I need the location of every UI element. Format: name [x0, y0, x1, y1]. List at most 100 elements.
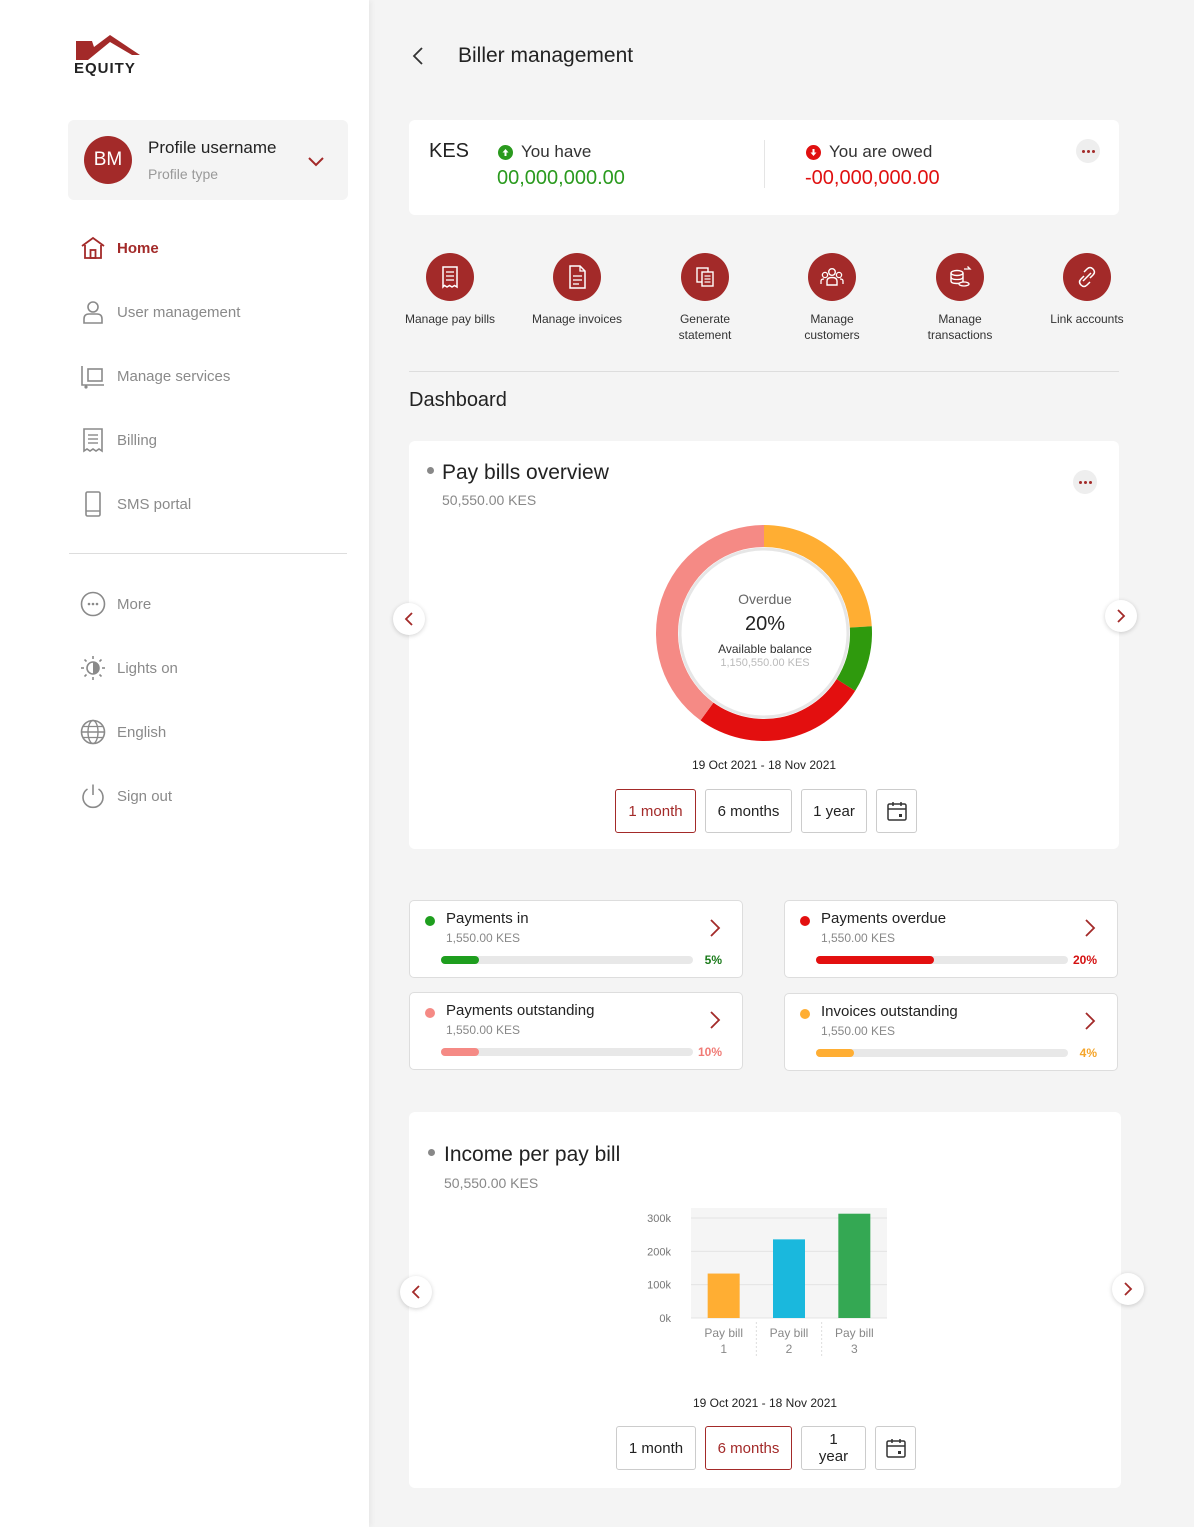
income-bar-chart: 0k 100k 200k 300k Pay bill 1 Pay bill 2 Pay bill… [647, 1208, 887, 1356]
income-prev-button[interactable] [400, 1276, 432, 1308]
balance-more-button[interactable] [1076, 139, 1100, 163]
donut-slice-3 [700, 679, 856, 741]
actions-divider [409, 371, 1119, 372]
nav-sms-portal[interactable]: SMS portal [80, 488, 191, 520]
billing-receipt-icon [83, 428, 103, 453]
more-circle-icon [80, 591, 106, 617]
arrow-up-icon [498, 144, 513, 160]
action-label: Manage invoices [531, 312, 623, 326]
back-arrow-icon[interactable] [408, 44, 430, 68]
period-1-month-button[interactable]: 1 month [615, 789, 696, 833]
period-6-months-button[interactable]: 6 months [705, 789, 792, 833]
chevron-left-icon [411, 1285, 420, 1299]
overview-more-button[interactable] [1073, 470, 1097, 494]
calendar-button[interactable] [876, 789, 917, 833]
stat-title: Payments in [446, 910, 529, 927]
chevron-right-icon[interactable] [1081, 917, 1099, 939]
stat-card-invoices-outstanding[interactable]: Invoices outstanding 1,550.00 KES 4% [784, 993, 1118, 1071]
you-have-value: 00,000,000.00 [497, 167, 625, 189]
y-tick-label: 200k [647, 1246, 671, 1258]
home-icon [81, 236, 105, 259]
y-tick-label: 100k [647, 1280, 671, 1292]
stat-amount: 1,550.00 KES [446, 1023, 521, 1037]
chevron-left-icon [404, 612, 413, 626]
income-next-button[interactable] [1112, 1273, 1144, 1305]
donut-slice-4 [656, 525, 764, 721]
you-are-owed-value: -00,000,000.00 [805, 167, 940, 189]
donut-slice-1 [764, 525, 872, 628]
nav-manage-services[interactable]: Manage services [80, 360, 230, 392]
chevron-down-icon[interactable] [304, 150, 328, 174]
action-manage-pay-bills[interactable]: Manage pay bills [400, 253, 500, 327]
chevron-right-icon[interactable] [706, 1009, 724, 1031]
stat-card-payments-overdue[interactable]: Payments overdue 1,550.00 KES 20% [784, 900, 1118, 978]
nav-home[interactable]: Home [80, 232, 159, 264]
overview-subtitle: 50,550.00 KES [442, 492, 537, 508]
x-tick-label: Pay bill [835, 1326, 874, 1340]
nav-user-management[interactable]: User management [80, 296, 240, 328]
sidebar-divider [69, 553, 347, 554]
chevron-right-icon[interactable] [1081, 1010, 1099, 1032]
period-1-year-button[interactable]: 1 year [801, 1426, 866, 1470]
profile-switcher[interactable]: BM Profile username Profile type [68, 120, 348, 200]
progress-track [441, 1048, 693, 1056]
stat-percent: 4% [1079, 1046, 1097, 1060]
nav-more[interactable]: More [80, 588, 151, 620]
stat-title: Payments overdue [821, 910, 947, 927]
power-icon [82, 784, 104, 809]
nav-billing[interactable]: Billing [80, 424, 157, 456]
pay-bills-donut-chart [656, 525, 872, 741]
stat-title: Payments outstanding [446, 1002, 595, 1019]
user-icon [83, 301, 103, 324]
overview-date-range: 19 Oct 2021 - 18 Nov 2021 [691, 758, 837, 772]
nav-home-label: Home [117, 239, 159, 257]
progress-track [816, 956, 1068, 964]
overview-prev-button[interactable] [393, 603, 425, 635]
nav-sign-out[interactable]: Sign out [80, 780, 172, 812]
action-manage-invoices[interactable]: Manage invoices [527, 253, 627, 327]
bar-2 [773, 1239, 805, 1318]
period-6-months-button[interactable]: 6 months [705, 1426, 792, 1470]
stat-card-payments-in[interactable]: Payments in 1,550.00 KES 5% [409, 900, 743, 978]
stat-amount: 1,550.00 KES [821, 931, 896, 945]
nav-billing-label: Billing [117, 431, 158, 449]
action-manage-customers[interactable]: Manage customers [782, 253, 882, 343]
income-period-selector: 1 month 6 months 1 year [616, 1426, 925, 1470]
action-label: Link accounts [1050, 312, 1124, 326]
section-bullet [427, 467, 434, 474]
progress-fill [816, 956, 935, 964]
x-tick-label: 2 [786, 1342, 793, 1356]
page-title: Biller management [458, 44, 634, 67]
period-1-month-button[interactable]: 1 month [616, 1426, 696, 1470]
section-bullet [428, 1149, 435, 1156]
chevron-right-icon [1124, 1282, 1133, 1296]
nav-language[interactable]: English [80, 716, 166, 748]
equity-logo[interactable]: EQUITY [74, 33, 144, 79]
nav-lights-toggle[interactable]: Lights on [80, 652, 178, 684]
available-balance-label: Available balance [718, 642, 812, 656]
progress-track [441, 956, 693, 964]
stat-percent: 10% [697, 1045, 722, 1059]
pay-bills-overview-card: Pay bills overview 50,550.00 KES Overdue… [409, 441, 1119, 849]
action-label: Manage pay bills [404, 312, 496, 326]
donut-hole [678, 547, 850, 719]
stat-card-payments-outstanding[interactable]: Payments outstanding 1,550.00 KES 10% [409, 992, 743, 1070]
nav-manage-services-label: Manage services [117, 367, 231, 385]
calendar-button[interactable] [875, 1426, 916, 1470]
chevron-right-icon[interactable] [706, 917, 724, 939]
progress-track [816, 1049, 1068, 1057]
action-generate-statement[interactable]: Generate statement [655, 253, 755, 343]
donut-center: Overdue 20% Available balance 1,150,550.… [695, 591, 835, 669]
nav-sms-portal-label: SMS portal [117, 495, 192, 513]
status-dot [425, 916, 435, 926]
x-tick-label: Pay bill [704, 1326, 743, 1340]
action-link-accounts[interactable]: Link accounts [1037, 253, 1137, 327]
action-label: Manage customers [804, 312, 860, 342]
period-1-year-button[interactable]: 1 year [801, 789, 867, 833]
overview-title: Pay bills overview [442, 461, 609, 484]
document-icon [569, 265, 586, 289]
donut-center-value: 20% [744, 613, 786, 635]
action-manage-transactions[interactable]: Manage transactions [910, 253, 1010, 343]
you-are-owed-label: You are owed [806, 142, 932, 162]
overview-next-button[interactable] [1105, 600, 1137, 632]
